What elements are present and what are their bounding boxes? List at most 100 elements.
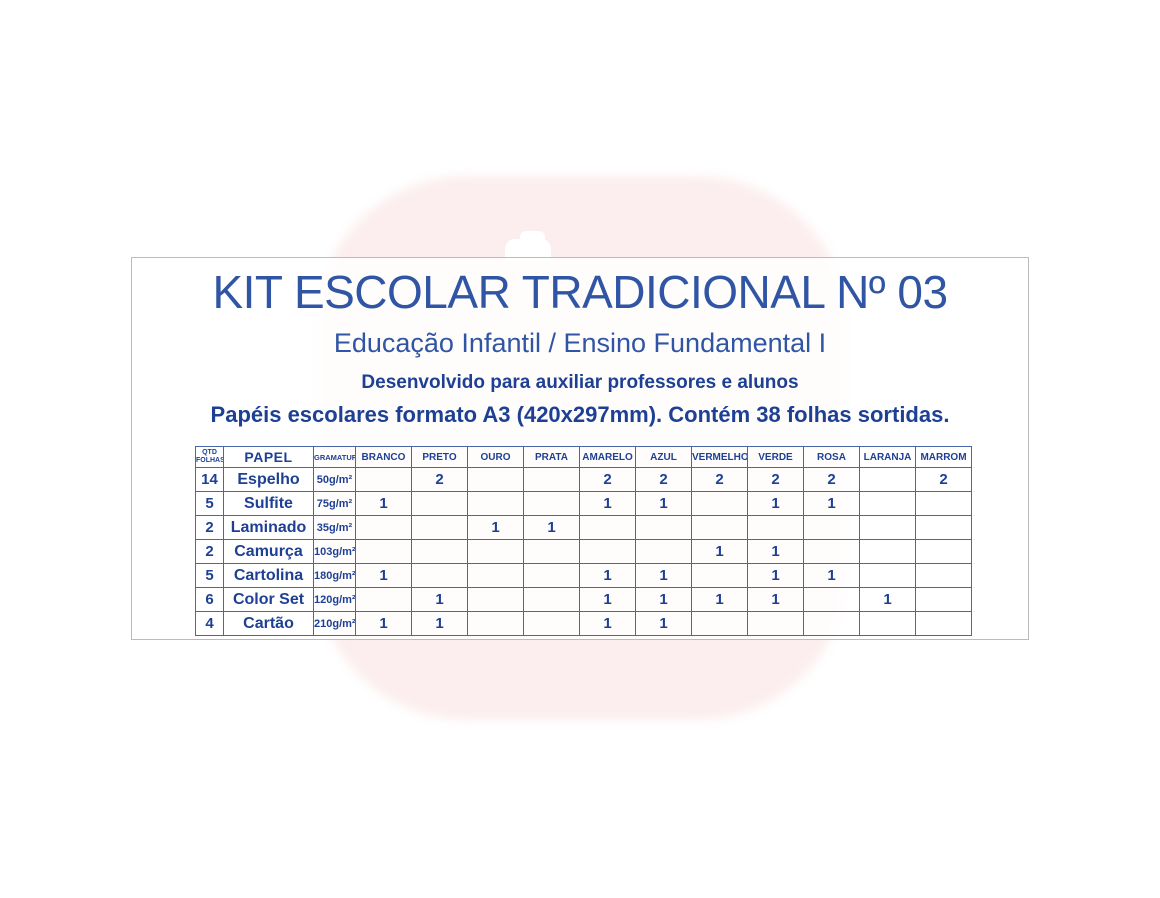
cell-qty: 14 [195, 467, 224, 493]
cell-count: 2 [803, 467, 860, 493]
cell-count [635, 539, 692, 565]
cell-weight: 120g/m² [313, 587, 356, 613]
qty-header-line: FOLHAS [196, 457, 224, 465]
cell-count: 1 [467, 515, 524, 541]
cell-count [859, 467, 916, 493]
cell-paper: Sulfite [223, 491, 314, 517]
column-header-color-azul: AZUL [635, 446, 692, 469]
cell-count [747, 515, 804, 541]
cell-count: 1 [355, 491, 412, 517]
cell-count [467, 611, 524, 637]
cell-count: 1 [635, 563, 692, 589]
cell-count: 1 [411, 587, 468, 613]
column-header-color-vermelho: VERMELHO [691, 446, 748, 469]
cell-count [915, 491, 972, 517]
cell-count: 1 [747, 539, 804, 565]
table-row: 6 Color Set 120g/m² 1 1 1 1 1 1 [195, 587, 972, 613]
cell-count: 1 [691, 587, 748, 613]
cell-count [355, 515, 412, 541]
table-row: 2 Laminado 35g/m² 1 1 [195, 515, 972, 541]
column-header-color-branco: BRANCO [355, 446, 412, 469]
cell-count: 1 [747, 587, 804, 613]
cell-count [859, 563, 916, 589]
cell-count [411, 563, 468, 589]
cell-count: 1 [691, 539, 748, 565]
cell-count: 1 [355, 563, 412, 589]
cell-count [803, 611, 860, 637]
column-header-color-preto: PRETO [411, 446, 468, 469]
cell-count [579, 539, 636, 565]
column-header-color-rosa: ROSA [803, 446, 860, 469]
cell-count [747, 611, 804, 637]
cell-weight: 75g/m² [313, 491, 356, 517]
cell-count: 2 [579, 467, 636, 493]
cell-count [691, 611, 748, 637]
cell-weight: 103g/m² [313, 539, 356, 565]
cell-count: 2 [747, 467, 804, 493]
label-card: KIT ESCOLAR TRADICIONAL Nº 03 Educação I… [131, 257, 1029, 640]
cell-paper: Espelho [223, 467, 314, 493]
cell-weight: 35g/m² [313, 515, 356, 541]
cell-count [467, 563, 524, 589]
tagline: Desenvolvido para auxiliar professores e… [361, 372, 799, 394]
table-row: 2 Camurça 103g/m² 1 1 [195, 539, 972, 565]
cell-weight: 210g/m² [313, 611, 356, 637]
page-title: KIT ESCOLAR TRADICIONAL Nº 03 [212, 266, 948, 318]
column-header-color-laranja: LARANJA [859, 446, 916, 469]
cell-count: 1 [355, 611, 412, 637]
watermark-logo-notch [505, 239, 551, 261]
cell-count: 1 [635, 491, 692, 517]
cell-count [691, 515, 748, 541]
cell-count: 1 [747, 563, 804, 589]
cell-count [691, 491, 748, 517]
table-body: 14 Espelho 50g/m² 2 2 2 2 2 2 2 5 Sulfite 75g/m² 1 1 1 1… [195, 467, 972, 637]
cell-count [523, 539, 580, 565]
table-row: 14 Espelho 50g/m² 2 2 2 2 2 2 2 [195, 467, 972, 493]
cell-count: 2 [411, 467, 468, 493]
cell-paper: Camurça [223, 539, 314, 565]
cell-count: 2 [691, 467, 748, 493]
cell-weight: 180g/m² [313, 563, 356, 589]
subtitle: Educação Infantil / Ensino Fundamental I [333, 328, 827, 359]
cell-count [915, 611, 972, 637]
cell-count [523, 587, 580, 613]
column-header-qty: QTD FOLHAS [195, 446, 224, 469]
table-header-row: QTDFOLHASPAPELGRAMATURABRANCOPRETOOUROPR… [195, 446, 972, 469]
column-header-weight: GRAMATURA [313, 446, 356, 469]
cell-qty: 6 [195, 587, 224, 613]
cell-count [915, 539, 972, 565]
cell-count [355, 587, 412, 613]
cell-count [411, 491, 468, 517]
table-row: 5 Cartolina 180g/m² 1 1 1 1 1 [195, 563, 972, 589]
cell-count: 2 [915, 467, 972, 493]
cell-count [523, 563, 580, 589]
cell-count: 1 [579, 491, 636, 517]
cell-count: 1 [803, 491, 860, 517]
cell-count [355, 539, 412, 565]
cell-paper: Cartão [223, 611, 314, 637]
cell-count [523, 611, 580, 637]
cell-count [523, 491, 580, 517]
cell-count [859, 611, 916, 637]
cell-count: 1 [859, 587, 916, 613]
column-header-color-amarelo: AMARELO [579, 446, 636, 469]
cell-count: 1 [523, 515, 580, 541]
cell-count [411, 515, 468, 541]
qty-header-line: QTD [202, 449, 217, 457]
cell-count [467, 587, 524, 613]
cell-count [691, 563, 748, 589]
cell-count [467, 467, 524, 493]
column-header-color-marrom: MARROM [915, 446, 972, 469]
cell-count [915, 563, 972, 589]
description: Papéis escolares formato A3 (420x297mm).… [210, 402, 950, 428]
cell-count [859, 491, 916, 517]
cell-count: 1 [635, 611, 692, 637]
cell-qty: 5 [195, 563, 224, 589]
cell-paper: Cartolina [223, 563, 314, 589]
cell-count: 1 [635, 587, 692, 613]
cell-count: 1 [411, 611, 468, 637]
contents-table: QTDFOLHASPAPELGRAMATURABRANCOPRETOOUROPR… [195, 446, 972, 637]
cell-count: 1 [747, 491, 804, 517]
cell-count [467, 491, 524, 517]
table-row: 5 Sulfite 75g/m² 1 1 1 1 1 [195, 491, 972, 517]
